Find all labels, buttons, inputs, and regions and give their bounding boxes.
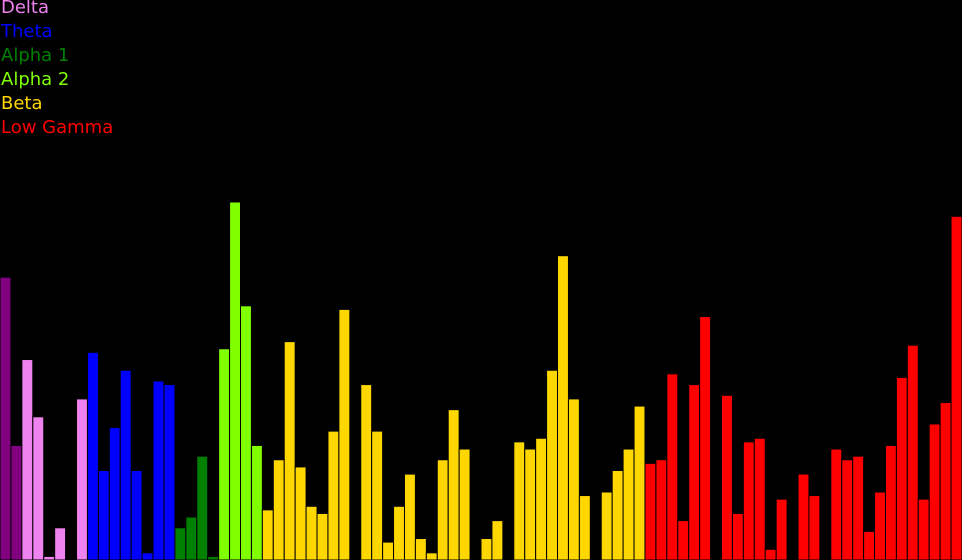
bar-beta-26 bbox=[546, 369, 559, 560]
bar-beta-14 bbox=[414, 538, 427, 560]
bar-low-gamma-1 bbox=[655, 459, 668, 560]
bar-beta-10 bbox=[371, 430, 384, 560]
bar-low-gamma-21 bbox=[874, 491, 886, 560]
bar-low-gamma-28 bbox=[950, 215, 962, 560]
bar-alpha-2-0 bbox=[218, 348, 231, 560]
bar-low-gamma-12 bbox=[775, 498, 788, 560]
bar-low-gamma-11 bbox=[764, 548, 777, 560]
bar-delta-7 bbox=[76, 398, 88, 560]
bar-beta-16 bbox=[436, 459, 449, 560]
bar-low-gamma-18 bbox=[841, 459, 854, 560]
bar-theta-1 bbox=[97, 470, 110, 560]
bar-low-gamma-26 bbox=[928, 423, 941, 560]
bar-beta-18 bbox=[458, 448, 471, 560]
legend-item-alpha-2: Alpha 2 bbox=[1, 69, 70, 90]
bar-low-gamma-7 bbox=[721, 394, 733, 560]
bar-low-gamma-14 bbox=[797, 473, 810, 560]
bar-alpha-1-2 bbox=[196, 455, 209, 560]
bar-beta-9 bbox=[360, 384, 373, 560]
bar-low-gamma-23 bbox=[895, 376, 908, 560]
bar-beta-1 bbox=[272, 459, 285, 560]
bar-low-gamma-4 bbox=[688, 384, 701, 560]
legend-item-low-gamma: Low Gamma bbox=[1, 117, 114, 138]
bar-beta-27 bbox=[557, 255, 569, 560]
bar-beta-15 bbox=[425, 552, 438, 560]
legend: Delta Theta Alpha 1 Alpha 2 Beta Low Gamma bbox=[1, 0, 113, 140]
bar-beta-34 bbox=[633, 405, 646, 560]
bar-low-gamma-20 bbox=[863, 530, 876, 560]
bar-beta-25 bbox=[535, 437, 548, 560]
legend-item-delta: Delta bbox=[1, 0, 50, 18]
bar-low-gamma-17 bbox=[830, 448, 843, 560]
bar-low-gamma-22 bbox=[884, 444, 897, 560]
bar-beta-32 bbox=[611, 470, 624, 560]
bar-low-gamma-2 bbox=[666, 373, 679, 560]
bar-low-gamma-15 bbox=[808, 495, 821, 560]
bar-beta-29 bbox=[578, 495, 591, 560]
bar-beta-7 bbox=[338, 308, 351, 560]
bar-alpha-1-3 bbox=[207, 555, 220, 560]
bar-beta-33 bbox=[622, 448, 635, 560]
bar-beta-17 bbox=[447, 409, 460, 560]
bar-low-gamma-0 bbox=[644, 462, 657, 560]
bar-alpha-1-1 bbox=[185, 516, 198, 560]
bar-low-gamma-27 bbox=[939, 401, 952, 560]
bar-delta-4 bbox=[43, 555, 56, 560]
bar-alpha-1-0 bbox=[174, 527, 187, 560]
bar-theta-2 bbox=[108, 427, 121, 560]
bar-low-gamma-10 bbox=[753, 437, 766, 560]
bar-theta-3 bbox=[119, 369, 132, 560]
legend-item-beta: Beta bbox=[1, 93, 43, 114]
bar-delta-2 bbox=[21, 359, 34, 560]
bar-delta-0 bbox=[0, 276, 12, 560]
bar-theta-5 bbox=[141, 552, 154, 560]
bar-beta-6 bbox=[327, 430, 340, 560]
bar-beta-0 bbox=[261, 509, 274, 560]
bar-beta-23 bbox=[513, 441, 526, 560]
bar-beta-20 bbox=[480, 538, 493, 560]
bar-delta-1 bbox=[10, 444, 23, 560]
bar-beta-3 bbox=[294, 466, 307, 560]
bar-beta-24 bbox=[524, 448, 537, 560]
bar-theta-6 bbox=[152, 380, 165, 560]
bar-beta-13 bbox=[403, 473, 416, 560]
bar-beta-31 bbox=[600, 491, 613, 560]
bar-alpha-2-1 bbox=[229, 201, 242, 560]
bar-low-gamma-19 bbox=[852, 455, 865, 560]
legend-item-theta: Theta bbox=[1, 21, 53, 42]
bar-low-gamma-24 bbox=[906, 344, 919, 560]
bar-beta-2 bbox=[283, 341, 296, 560]
bar-theta-4 bbox=[130, 470, 143, 560]
bar-low-gamma-3 bbox=[677, 520, 690, 560]
bar-beta-28 bbox=[567, 398, 580, 560]
bar-delta-5 bbox=[54, 527, 67, 560]
bar-beta-12 bbox=[393, 505, 405, 560]
bar-low-gamma-9 bbox=[742, 441, 755, 560]
bar-beta-21 bbox=[491, 520, 504, 560]
bar-low-gamma-5 bbox=[699, 316, 712, 560]
bar-delta-3 bbox=[32, 416, 45, 560]
bar-beta-4 bbox=[305, 505, 318, 560]
bar-alpha-2-3 bbox=[250, 444, 263, 560]
bar-low-gamma-25 bbox=[917, 498, 930, 560]
bar-beta-11 bbox=[382, 541, 395, 560]
legend-item-alpha-1: Alpha 1 bbox=[1, 45, 70, 66]
bar-theta-0 bbox=[86, 351, 99, 560]
bar-beta-5 bbox=[316, 512, 329, 560]
bar-theta-7 bbox=[163, 384, 176, 560]
bar-low-gamma-8 bbox=[731, 512, 744, 560]
bar-alpha-2-2 bbox=[240, 305, 252, 560]
